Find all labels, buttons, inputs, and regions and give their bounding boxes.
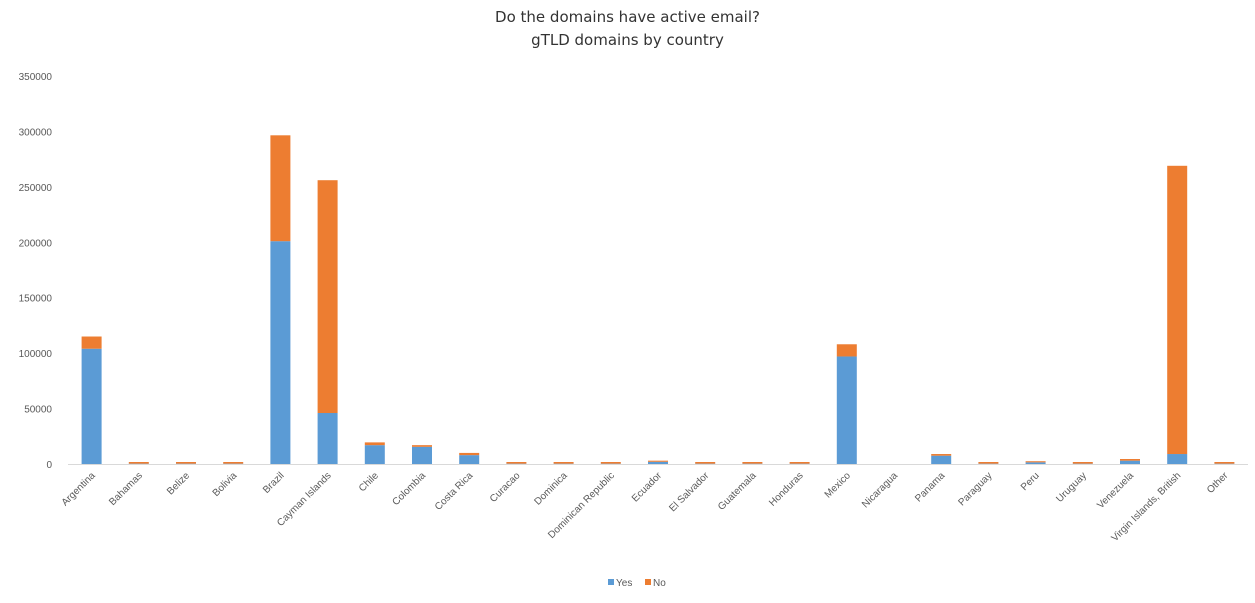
bar-segment: [128, 463, 149, 465]
bar-segment: [364, 442, 385, 446]
y-tick-label: 200000: [19, 238, 53, 249]
bar-segment: [412, 445, 432, 447]
x-tick-label: Nicaragua: [860, 470, 900, 510]
bar-segment: [506, 463, 527, 465]
bar-segment: [412, 446, 432, 464]
legend-label: Yes: [616, 578, 632, 589]
bar-segment: [1120, 459, 1140, 461]
bar-segment: [81, 348, 102, 464]
chart-subtitle: gTLD domains by country: [531, 31, 724, 49]
bar-segment: [1167, 454, 1188, 464]
bar-segment: [317, 180, 338, 414]
bar-segment: [742, 462, 763, 464]
bar-segment: [836, 344, 857, 357]
chart-title: Do the domains have active email?: [495, 8, 760, 26]
bar-segment: [1214, 462, 1235, 464]
x-tick-label: Argentina: [60, 470, 98, 508]
bar-segment: [317, 413, 338, 464]
bar-segment: [789, 462, 810, 464]
bar-segment: [553, 463, 574, 465]
bar-segment: [695, 463, 716, 465]
y-tick-label: 50000: [24, 405, 52, 416]
bar-segment: [176, 463, 196, 465]
bar-segment: [600, 463, 621, 465]
x-tick-label: Uruguay: [1054, 470, 1089, 505]
bar-segment: [1120, 460, 1140, 464]
x-tick-label: Paraguay: [956, 470, 994, 508]
bar-segment: [742, 463, 763, 465]
bar-segment: [1025, 462, 1046, 464]
x-tick-label: Bolivia: [211, 470, 240, 499]
bar-segment: [553, 462, 574, 464]
bar-segment: [176, 462, 196, 464]
x-tick-label: Colombia: [390, 470, 428, 508]
bar-segment: [695, 462, 716, 464]
bar-segment: [1072, 462, 1093, 464]
x-tick-label: Belize: [165, 470, 192, 497]
x-tick-label: Ecuador: [630, 470, 665, 505]
bar-segment: [1025, 461, 1046, 463]
legend-swatch: [645, 579, 651, 585]
x-tick-label: Dominica: [532, 470, 570, 508]
x-tick-label: Other: [1205, 470, 1231, 496]
bar-segment: [364, 445, 385, 464]
x-tick-label: Honduras: [767, 470, 805, 508]
x-tick-label: Costa Rica: [433, 470, 476, 513]
y-tick-label: 100000: [19, 349, 53, 360]
x-tick-label: Venezuela: [1095, 470, 1136, 511]
bar-segment: [81, 336, 102, 349]
bar-segment: [1072, 463, 1093, 465]
bar-segment: [128, 462, 149, 464]
x-tick-label: Guatemala: [716, 470, 759, 513]
y-tick-label: 300000: [19, 127, 53, 138]
bar-segment: [459, 452, 480, 456]
bar-segment: [223, 463, 244, 465]
bar-segment: [270, 135, 291, 242]
x-tick-label: Bahamas: [107, 470, 145, 508]
bar-segment: [1214, 463, 1235, 465]
bar-segment: [931, 454, 952, 456]
bar-segment: [223, 462, 244, 464]
x-tick-label: Peru: [1019, 470, 1042, 493]
bar-segment: [648, 460, 668, 462]
bar-segment: [978, 462, 999, 464]
x-tick-label: Brazil: [261, 470, 286, 495]
x-tick-label: El Salvador: [667, 470, 711, 514]
bar-segment: [978, 463, 999, 465]
y-tick-label: 150000: [19, 294, 53, 305]
bar-segment: [789, 463, 810, 465]
bar-segment: [506, 462, 527, 464]
bar-segment: [459, 455, 480, 464]
bar-segment: [270, 241, 291, 464]
legend-label: No: [653, 578, 666, 589]
y-tick-label: 0: [46, 460, 52, 471]
x-tick-label: Panama: [913, 470, 947, 504]
bar-segment: [600, 462, 621, 464]
x-tick-label: Chile: [357, 470, 381, 494]
x-tick-label: Mexico: [823, 470, 853, 500]
bar-segment: [931, 455, 952, 464]
bar-segment: [836, 356, 857, 464]
y-tick-label: 250000: [19, 183, 53, 194]
bar-segment: [1167, 165, 1188, 455]
y-tick-label: 350000: [19, 72, 53, 83]
legend-swatch: [608, 579, 614, 585]
x-tick-label: Curacao: [488, 470, 523, 505]
bar-segment: [648, 461, 668, 464]
